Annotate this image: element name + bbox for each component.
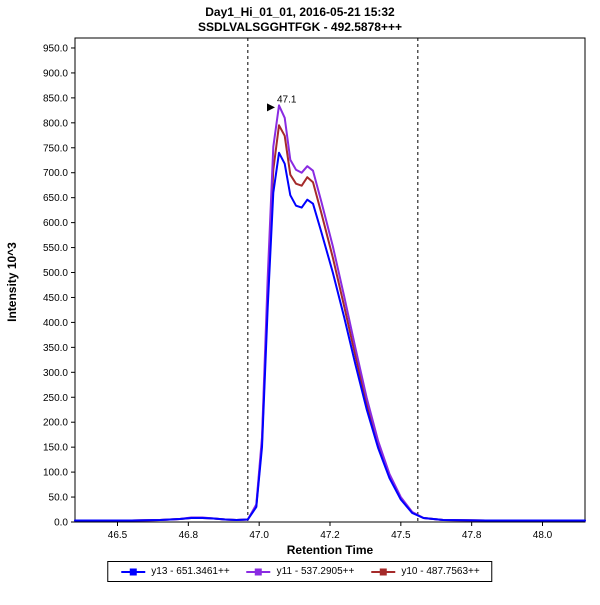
y-tick-label: 250.0 [43,393,68,404]
y-axis-title: Intensity 10^3 [5,242,19,322]
y-tick-label: 200.0 [43,418,68,429]
series-line-y13 [74,151,586,522]
legend-item: y10 - 487.7563++ [370,566,480,577]
plot-border [74,37,586,523]
x-tick-label: 46.8 [179,530,199,541]
legend-item: y13 - 651.3461++ [120,566,230,577]
chart-subtitle: SSDLVALSGGHTFGK - 492.5878+++ [198,20,402,34]
x-tick-label: 47.0 [249,530,269,541]
y-tick-label: 600.0 [43,218,68,229]
y-tick-label: 300.0 [43,368,68,379]
legend-label: y10 - 487.7563++ [401,566,480,577]
y-tick-label: 650.0 [43,193,68,204]
y-tick-label: 50.0 [49,493,69,504]
legend-line-marker-icon [371,568,396,575]
peak-apex-annotation: 47.1 [277,94,297,105]
x-tick-label: 47.2 [320,530,340,541]
y-tick-label: 100.0 [43,468,68,479]
y-tick-label: 350.0 [43,343,68,354]
x-tick-label: 46.5 [108,530,128,541]
legend-line-marker-icon [246,568,271,575]
legend-item: y11 - 537.2905++ [246,566,355,577]
y-tick-label: 700.0 [43,168,68,179]
y-tick-label: 900.0 [43,68,68,79]
y-tick-label: 550.0 [43,243,68,254]
legend: y13 - 651.3461++ y11 - 537.2905++ y10 - 48… [107,561,493,582]
y-tick-label: 0.0 [54,518,68,529]
y-tick-label: 750.0 [43,143,68,154]
plot-area[interactable]: 0.0 50.0 100.0 150.0 200.0 250.0 300.0 350.0 400… [43,37,586,541]
legend-label: y11 - 537.2905++ [276,566,355,577]
y-tick-label: 800.0 [43,118,68,129]
y-tick-label: 450.0 [43,293,68,304]
chart-title: Day1_Hi_01_01, 2016-05-21 15:32 [205,5,395,19]
y-tick-label: 850.0 [43,93,68,104]
x-axis-title: Retention Time [287,543,374,557]
y-tick-label: 500.0 [43,268,68,279]
x-tick-label: 47.8 [462,530,482,541]
legend-label: y13 - 651.3461++ [151,566,230,577]
y-tick-label: 950.0 [43,43,68,54]
legend-line-marker-icon [121,568,146,575]
x-tick-label: 48.0 [533,530,553,541]
peak-apex-pointer-icon [267,103,275,112]
x-tick-label: 47.5 [391,530,411,541]
y-tick-label: 150.0 [43,443,68,454]
y-tick-label: 400.0 [43,318,68,329]
